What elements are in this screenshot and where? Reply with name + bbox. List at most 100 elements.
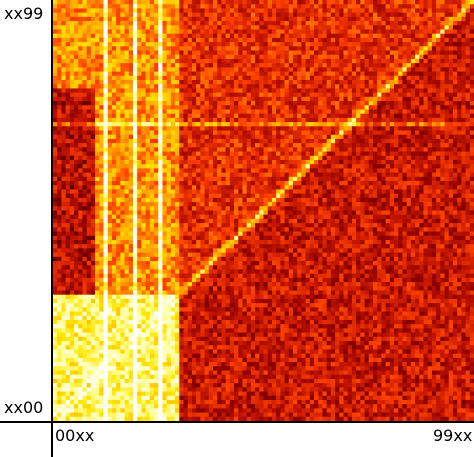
heatmap-cell: [398, 21, 403, 26]
heatmap-cell: [406, 79, 412, 85]
heatmap-cell: [423, 21, 429, 26]
heatmap-cell: [410, 122, 416, 127]
heatmap-cell: [444, 84, 450, 89]
heatmap-cell: [394, 54, 399, 60]
heatmap-cell: [297, 101, 302, 106]
heatmap-cell: [175, 67, 180, 72]
heatmap-cell: [200, 92, 205, 98]
heatmap-cell: [339, 138, 344, 144]
heatmap-cell: [351, 105, 357, 110]
heatmap-cell: [166, 172, 172, 178]
heatmap-cell: [120, 92, 125, 98]
heatmap-cell: [238, 71, 243, 77]
heatmap-cell: [82, 138, 88, 144]
heatmap-cell: [372, 134, 378, 140]
heatmap-cell: [318, 63, 323, 68]
heatmap-cell: [469, 58, 474, 64]
heatmap-cell: [276, 164, 281, 169]
heatmap-cell: [111, 181, 117, 186]
heatmap-cell: [305, 189, 311, 195]
heatmap-cell: [448, 151, 454, 157]
heatmap-cell: [255, 134, 260, 140]
heatmap-cell: [280, 185, 285, 190]
heatmap-cell: [154, 134, 159, 140]
heatmap-cell: [351, 71, 357, 77]
heatmap-cell: [61, 172, 67, 178]
heatmap-cell: [86, 50, 92, 56]
heatmap-cell: [137, 176, 142, 182]
heatmap-cell: [69, 88, 75, 94]
heatmap-cell: [431, 67, 437, 72]
heatmap-cell: [200, 138, 205, 144]
heatmap-cell: [103, 42, 109, 47]
heatmap-cell: [95, 113, 100, 119]
heatmap-cell: [335, 96, 340, 102]
heatmap-cell: [183, 185, 189, 190]
heatmap-cell: [204, 117, 210, 123]
heatmap-cell: [360, 155, 365, 161]
heatmap-cell: [120, 189, 125, 195]
heatmap-cell: [141, 143, 147, 148]
heatmap-cell: [372, 50, 378, 56]
heatmap-cell: [326, 193, 332, 199]
heatmap-cell: [305, 92, 311, 98]
heatmap-cell: [267, 122, 273, 127]
heatmap-cell: [53, 138, 58, 144]
heatmap-cell: [377, 29, 382, 35]
heatmap-cell: [65, 29, 71, 35]
heatmap-cell: [86, 181, 92, 186]
heatmap-cell: [225, 29, 231, 35]
heatmap-cell: [65, 8, 71, 14]
heatmap-cell: [183, 50, 189, 56]
heatmap-cell: [444, 164, 450, 169]
heatmap-cell: [465, 42, 471, 47]
heatmap-cell: [158, 50, 163, 56]
heatmap-cell: [457, 172, 462, 178]
heatmap-cell: [385, 63, 391, 68]
heatmap-cell: [229, 202, 235, 207]
heatmap-cell: [347, 29, 353, 35]
heatmap-cell: [465, 113, 471, 119]
heatmap-cell: [440, 159, 445, 165]
heatmap-cell: [141, 0, 147, 5]
heatmap-cell: [385, 4, 391, 9]
heatmap-cell: [162, 37, 168, 43]
heatmap-cell: [452, 42, 458, 47]
heatmap-cell: [238, 197, 243, 203]
heatmap-cell: [154, 151, 159, 157]
heatmap-cell: [259, 155, 264, 161]
heatmap-cell: [74, 29, 79, 35]
heatmap-cell: [402, 113, 408, 119]
heatmap-cell: [263, 29, 269, 35]
heatmap-cell: [145, 168, 151, 174]
heatmap-cell: [225, 126, 231, 131]
heatmap-cell: [351, 206, 357, 211]
heatmap-cell: [351, 138, 357, 144]
heatmap-cell: [427, 206, 433, 211]
heatmap-cell: [128, 63, 134, 68]
heatmap-cell: [170, 113, 176, 119]
heatmap-cell: [107, 193, 113, 199]
heatmap-cell: [326, 92, 332, 98]
heatmap-cell: [444, 181, 450, 186]
heatmap-cell: [183, 29, 189, 35]
heatmap-cell: [419, 126, 424, 131]
heatmap-cell: [368, 185, 374, 190]
heatmap-cell: [166, 130, 172, 136]
heatmap-cell: [250, 134, 256, 140]
heatmap-cell: [154, 71, 159, 77]
heatmap-cell: [196, 143, 201, 148]
heatmap-cell: [86, 147, 92, 152]
heatmap-cell: [436, 206, 441, 211]
heatmap-cell: [356, 88, 361, 94]
heatmap-cell: [415, 54, 420, 60]
heatmap-cell: [309, 50, 315, 56]
heatmap-cell: [65, 122, 71, 127]
heatmap-cell: [398, 168, 403, 174]
heatmap-cell: [335, 54, 340, 60]
heatmap-cell: [78, 71, 83, 77]
heatmap-cell: [335, 155, 340, 161]
heatmap-cell: [402, 181, 408, 186]
heatmap-cell: [99, 42, 104, 47]
heatmap-cell: [402, 0, 408, 5]
